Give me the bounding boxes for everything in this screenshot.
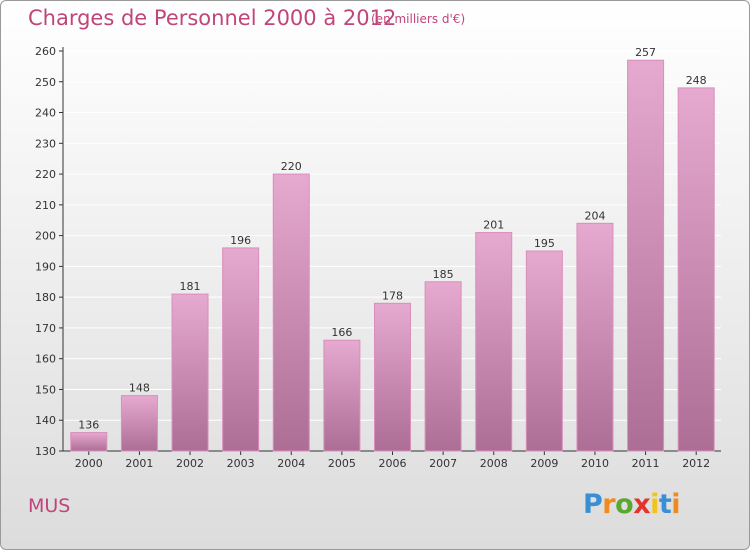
y-tick-label: 200 (35, 230, 56, 243)
x-tick-label-2002: 2002 (176, 457, 204, 470)
y-tick-label: 230 (35, 137, 56, 150)
bar-2003 (222, 247, 260, 452)
bar-2011 (627, 59, 665, 452)
y-tick-label: 170 (35, 322, 56, 335)
data-label-2005: 166 (331, 326, 352, 339)
x-tick-label-2001: 2001 (125, 457, 153, 470)
bar-2004 (272, 173, 310, 452)
commune-name: MUS (28, 495, 71, 517)
bars (70, 59, 715, 452)
data-label-2003: 196 (230, 234, 251, 247)
bar-2007 (424, 281, 462, 452)
data-label-2010: 204 (584, 209, 605, 222)
data-label-2009: 195 (534, 237, 555, 250)
x-tick-label-2011: 2011 (632, 457, 660, 470)
data-label-2004: 220 (281, 160, 302, 173)
y-tick-label: 130 (35, 445, 56, 458)
x-tick-label-2010: 2010 (581, 457, 609, 470)
data-label-2001: 148 (129, 382, 150, 395)
y-tick-label: 250 (35, 76, 56, 89)
data-label-2006: 178 (382, 289, 403, 302)
bar-2000 (70, 432, 108, 452)
x-tick-label-2007: 2007 (429, 457, 457, 470)
chart-title: Charges de Personnel 2000 à 2012 (28, 6, 397, 30)
data-label-2000: 136 (78, 419, 99, 432)
bar-2005 (323, 339, 361, 452)
data-labels: 136 148 181 196 220 166 178 185 201 195 204 257 248 (78, 46, 706, 431)
x-tick-label-2003: 2003 (227, 457, 255, 470)
logo-letter: x (633, 489, 651, 520)
bar-2008 (475, 232, 513, 452)
data-label-2008: 201 (483, 219, 504, 232)
bar-2009 (525, 250, 563, 452)
x-tick-label-2000: 2000 (75, 457, 103, 470)
logo-letter: t (658, 489, 672, 520)
bar-2001 (120, 395, 158, 452)
y-tick-label: 150 (35, 383, 56, 396)
chart-subtitle: (en milliers d'€) (371, 12, 466, 26)
y-tick-label: 140 (35, 414, 56, 427)
y-tick-label: 260 (35, 45, 56, 58)
x-tick-label-2012: 2012 (682, 457, 710, 470)
data-label-2011: 257 (635, 46, 656, 59)
y-tick-label: 240 (35, 107, 56, 120)
bar-2012 (677, 87, 715, 452)
logo-letter: o (615, 489, 634, 520)
proxiti-logo: Proxiti (583, 489, 681, 520)
x-tick-label-2008: 2008 (480, 457, 508, 470)
bar-2006 (374, 302, 411, 452)
data-label-2007: 185 (433, 268, 454, 281)
y-tick-label: 190 (35, 260, 56, 273)
x-tick-label-2006: 2006 (379, 457, 407, 470)
data-label-2012: 248 (686, 74, 707, 87)
y-tick-label: 210 (35, 199, 56, 212)
y-tick-label: 160 (35, 353, 56, 366)
logo-letter: i (650, 489, 659, 520)
y-tick-label: 220 (35, 168, 56, 181)
bar-2002 (171, 293, 209, 452)
x-tick-label-2005: 2005 (328, 457, 356, 470)
y-tick-label: 180 (35, 291, 56, 304)
logo-letter: r (602, 489, 616, 520)
bar-2010 (576, 222, 614, 452)
x-tick-label-2009: 2009 (530, 457, 558, 470)
data-label-2002: 181 (180, 280, 201, 293)
x-tick-label-2004: 2004 (277, 457, 305, 470)
logo-letter: P (583, 489, 603, 520)
logo-letter: i (671, 489, 681, 520)
